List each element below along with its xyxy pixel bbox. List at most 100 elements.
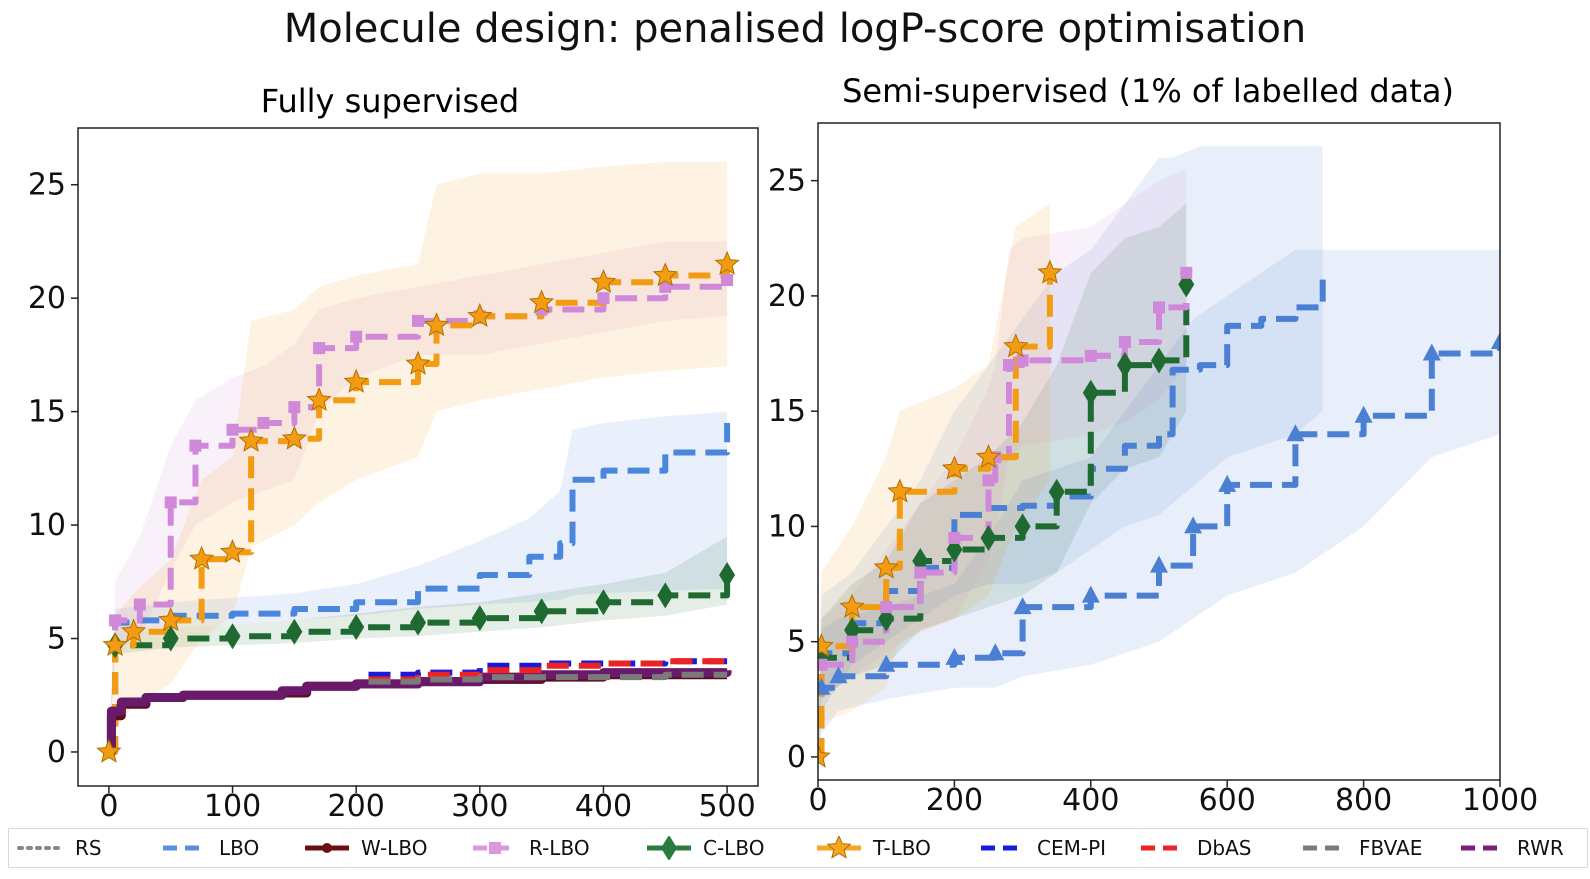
confidence-band-lbo — [818, 146, 1323, 757]
data-point-r-lbo — [659, 280, 672, 293]
legend-marker-t-lbo — [826, 836, 852, 859]
legend-swatch-cem-pi — [981, 845, 1025, 851]
data-point-r-lbo — [313, 342, 326, 355]
data-point-r-lbo — [982, 474, 995, 487]
data-point-t-lbo — [818, 743, 831, 768]
x-tick-label: 400 — [575, 789, 632, 824]
plot-frame — [77, 127, 759, 787]
legend: RS LBO W-LBO R-LBO C-LBO T-LBO CEM-PI DbAS FBVAE… — [8, 828, 1588, 868]
x-tick-label: 400 — [1062, 783, 1119, 818]
x-tick-label: 500 — [698, 789, 755, 824]
data-point-c-lbo — [595, 589, 612, 616]
series-line-rwr — [106, 668, 732, 757]
legend-item-t-lbo: T-LBO — [815, 833, 931, 863]
x-tick-label: 300 — [451, 789, 508, 824]
data-point-lbo-triangle- — [1013, 597, 1032, 615]
data-point-r-lbo — [1153, 301, 1165, 314]
legend-item-w-lbo: W-LBO — [303, 833, 427, 863]
data-point-r-lbo — [1118, 336, 1131, 348]
data-point-c-lbo — [657, 582, 674, 609]
data-point-c-lbo — [1082, 379, 1099, 406]
data-point-lbo-triangle- — [1081, 585, 1100, 603]
legend-swatch-dbas — [1141, 845, 1185, 851]
y-tick-label: 20 — [768, 279, 806, 314]
data-point-t-lbo — [714, 250, 740, 275]
data-point-c-lbo — [1014, 513, 1031, 540]
y-tick-label: 25 — [768, 164, 806, 199]
legend-swatch-w-lbo — [305, 843, 349, 853]
data-point-t-lbo — [590, 268, 617, 294]
data-point-t-lbo — [975, 444, 1002, 469]
data-point-t-lbo — [102, 631, 128, 657]
legend-swatch-rwr — [1461, 845, 1505, 851]
data-point-r-lbo — [597, 292, 610, 305]
data-point-c-lbo — [410, 609, 426, 636]
data-point-c-lbo — [980, 524, 997, 551]
y-tick-label: 15 — [28, 395, 66, 430]
data-point-lbo-triangle- — [945, 647, 964, 665]
data-point-t-lbo — [467, 302, 493, 328]
legend-item-lbo: LBO — [161, 833, 259, 863]
series-line-cem-pi — [368, 658, 728, 678]
data-point-t-lbo — [1037, 259, 1063, 284]
data-point-t-lbo — [405, 350, 431, 375]
data-point-c-lbo — [224, 623, 241, 650]
data-point-t-lbo — [219, 538, 246, 564]
data-point-c-lbo — [1116, 352, 1133, 379]
series-line-lbo — [108, 423, 731, 755]
legend-label-r-lbo: R-LBO — [529, 836, 590, 860]
figure-title: Molecule design: penalised logP-score op… — [283, 6, 1307, 52]
data-point-c-lbo — [348, 614, 365, 641]
y-tick-label: 15 — [768, 394, 806, 429]
data-point-r-lbo — [846, 635, 859, 648]
legend-marker-r-lbo — [489, 842, 501, 854]
y-tick-label: 10 — [768, 509, 806, 544]
legend-item-fbvae: FBVAE — [1301, 833, 1422, 863]
data-point-t-lbo — [839, 593, 865, 618]
data-point-lbo-triangle- — [1491, 332, 1500, 349]
data-point-t-lbo — [238, 427, 264, 452]
data-point-t-lbo — [120, 618, 147, 643]
legend-label-lbo: LBO — [219, 836, 260, 860]
confidence-band-t-lbo — [818, 203, 1050, 757]
legend-item-r-lbo: R-LBO — [471, 833, 590, 863]
legend-item-rs: RS — [17, 833, 102, 863]
plot-area — [818, 146, 1500, 768]
legend-label-cem-pi: CEM-PI — [1037, 836, 1107, 860]
legend-swatch-c-lbo — [647, 836, 691, 860]
data-point-t-lbo — [96, 738, 122, 763]
y-tick-label: 0 — [47, 735, 66, 770]
data-point-t-lbo — [941, 455, 968, 480]
legend-marker-w-lbo — [322, 843, 332, 853]
legend-item-dbas: DbAS — [1139, 833, 1251, 863]
data-point-t-lbo — [423, 312, 450, 337]
chart-panel-semi-supervised: 0 5 10 15 20 25 0 200 400 600 800 1000 — [768, 122, 1538, 818]
legend-label-t-lbo: T-LBO — [873, 836, 931, 860]
data-point-c-lbo — [719, 561, 736, 588]
data-point-lbo-triangle- — [877, 654, 896, 672]
chart-panel-fully-supervised: 0 5 10 15 20 25 0 100 200 300 400 500 — [28, 127, 759, 824]
legend-item-c-lbo: C-LBO — [645, 833, 764, 863]
legend-item-cem-pi: CEM-PI — [979, 833, 1106, 863]
panel-title-semi-supervised: Semi-supervised (1% of labelled data) — [842, 72, 1454, 110]
legend-label-dbas: DbAS — [1197, 836, 1252, 860]
series-line-fbvae — [368, 671, 728, 685]
data-point-r-lbo — [226, 423, 239, 436]
data-point-lbo-triangle- — [1218, 474, 1237, 492]
data-point-lbo-triangle- — [1150, 555, 1168, 573]
x-tick-label: 200 — [926, 783, 983, 818]
data-point-r-lbo — [1016, 354, 1029, 367]
x-tick-label: 1000 — [1462, 783, 1538, 818]
legend-swatch-rs — [17, 846, 65, 850]
data-point-r-lbo — [880, 601, 893, 614]
x-tick-label: 0 — [99, 789, 118, 824]
data-point-t-lbo — [306, 387, 332, 412]
data-point-r-lbo — [1002, 359, 1015, 372]
data-point-r-lbo — [164, 496, 177, 509]
data-point-lbo-triangle- — [818, 677, 831, 695]
data-point-r-lbo — [288, 401, 301, 414]
x-tick-label: 800 — [1335, 783, 1392, 818]
y-tick-label: 0 — [787, 740, 806, 775]
data-point-t-lbo — [652, 262, 678, 287]
data-point-r-lbo — [914, 566, 927, 579]
